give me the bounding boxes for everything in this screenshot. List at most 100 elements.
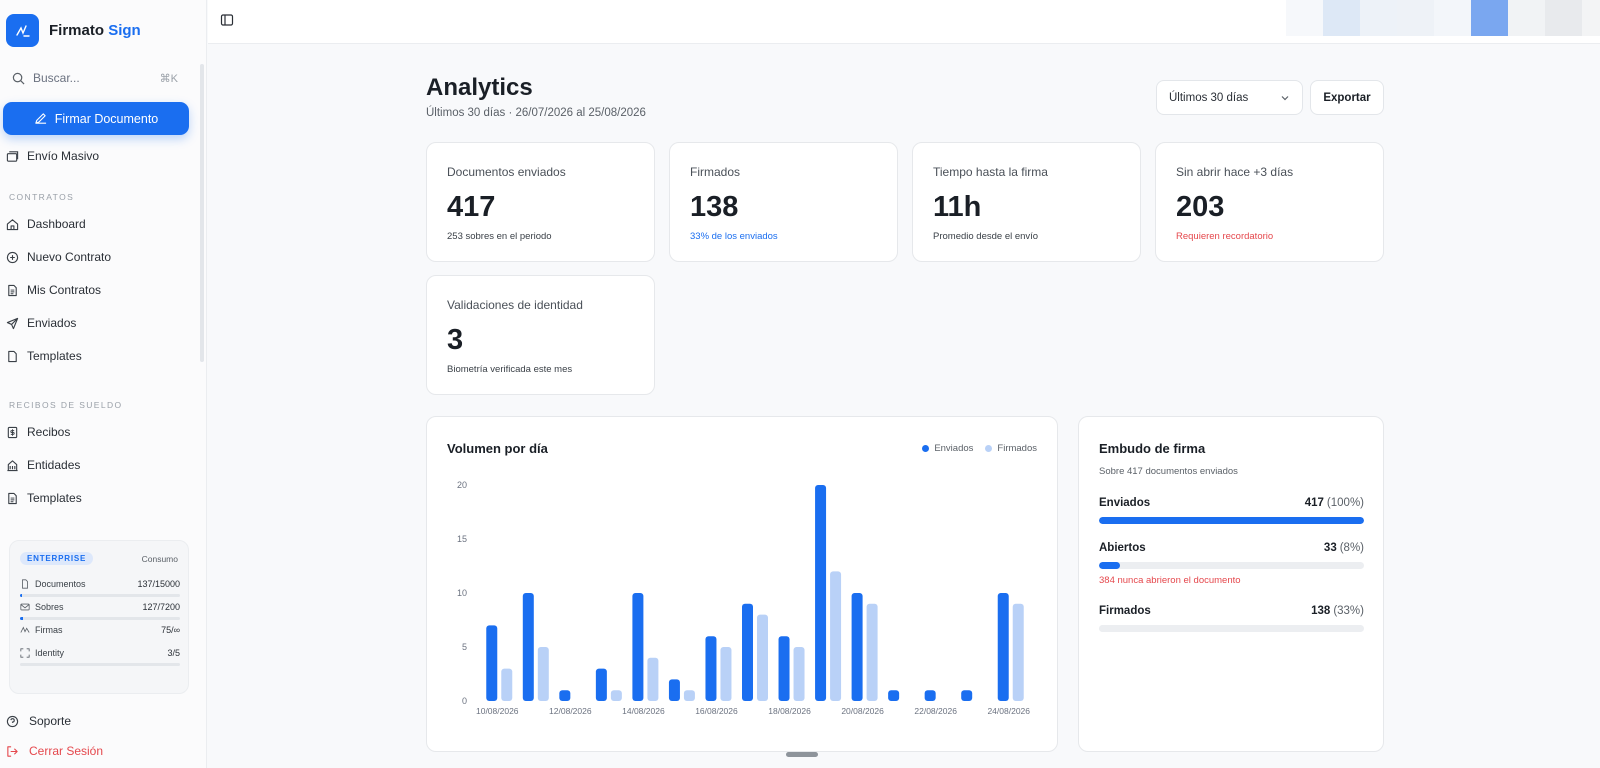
x-tick-label: 24/08/2026 [987, 706, 1030, 716]
kpi-card-sent: Documentos enviados 417 253 sobres en el… [426, 142, 655, 262]
sidebar-toggle-button[interactable] [220, 13, 236, 29]
chevron-down-icon [1281, 95, 1289, 100]
mail-icon [20, 603, 30, 611]
topbar [208, 0, 1600, 44]
bar-firmados[interactable] [757, 614, 768, 701]
sidebar-scrollbar[interactable] [200, 64, 204, 362]
y-tick-label: 20 [457, 480, 467, 490]
nav-sent[interactable]: Enviados [6, 312, 76, 334]
bar-firmados[interactable] [866, 603, 878, 701]
bar-firmados[interactable] [1012, 603, 1024, 701]
sidebar: Firmato Sign Buscar... ⌘K Firmar Documen… [0, 0, 207, 768]
send-icon [6, 317, 19, 329]
sign-document-button[interactable]: Firmar Documento [3, 102, 189, 135]
funnel-warning: 384 nunca abrieron el documento [1099, 575, 1241, 586]
y-tick-label: 0 [462, 696, 467, 706]
bar-firmados[interactable] [610, 690, 622, 701]
bar-enviados[interactable] [924, 690, 936, 701]
volume-bar-chart: 0 5 10 15 20 10/08/2026 12/08/2026 14/08/2026 16… [457, 480, 1030, 716]
color-tile [1360, 0, 1397, 36]
plan-badge: ENTERPRISE [20, 552, 94, 565]
bar-enviados[interactable] [778, 636, 790, 701]
brand[interactable]: Firmato Sign [6, 14, 141, 47]
usage-bar [20, 617, 180, 620]
bar-enviados[interactable] [705, 636, 717, 701]
export-button[interactable]: Exportar [1310, 80, 1384, 115]
nav-new-contract[interactable]: Nuevo Contrato [6, 246, 111, 268]
nav-entities[interactable]: Entidades [6, 454, 80, 476]
x-tick-label: 10/08/2026 [476, 706, 519, 716]
bar-enviados[interactable] [595, 668, 607, 701]
color-tile [1434, 0, 1471, 36]
bar-enviados[interactable] [632, 593, 644, 701]
bar-enviados[interactable] [522, 593, 534, 701]
bar-enviados[interactable] [997, 593, 1009, 701]
search-input[interactable]: Buscar... ⌘K [4, 63, 186, 93]
bar-enviados[interactable] [486, 625, 498, 701]
bar-firmados[interactable] [537, 647, 549, 701]
home-icon [6, 218, 19, 230]
x-tick-label: 22/08/2026 [914, 706, 957, 716]
plan-usage-card: ENTERPRISE Consumo Documentos 137/15000 … [9, 540, 189, 694]
file-icon [8, 350, 17, 362]
signature-icon [20, 626, 30, 633]
kpi-card-signed: Firmados 138 33% de los enviados [669, 142, 898, 262]
bar-enviados[interactable] [888, 690, 900, 701]
nav-dashboard[interactable]: Dashboard [6, 213, 86, 235]
panel-left-icon [220, 14, 234, 26]
signature-logo-icon [6, 14, 39, 47]
file-text-icon [8, 284, 17, 296]
y-tick-label: 10 [457, 588, 467, 598]
bar-enviados[interactable] [815, 485, 827, 701]
color-tile [1508, 0, 1545, 36]
nav-templates-receipts[interactable]: Templates [6, 487, 82, 509]
bar-firmados[interactable] [683, 690, 695, 701]
date-range-select[interactable]: Últimos 30 días [1156, 80, 1303, 115]
bar-enviados[interactable] [742, 603, 753, 701]
search-icon [12, 72, 25, 84]
x-tick-label: 16/08/2026 [695, 706, 738, 716]
x-tick-label: 20/08/2026 [841, 706, 884, 716]
x-tick-label: 18/08/2026 [768, 706, 811, 716]
support-link[interactable]: Soporte [6, 711, 71, 731]
bar-enviados[interactable] [851, 593, 863, 701]
scan-face-icon [20, 648, 30, 658]
x-tick-label: 14/08/2026 [622, 706, 665, 716]
building-icon [7, 459, 18, 471]
bar-firmados[interactable] [793, 647, 805, 701]
search-shortcut: ⌘K [159, 72, 178, 85]
bar-enviados[interactable] [668, 679, 680, 701]
kpi-card-unopened: Sin abrir hace +3 días 203 Requieren rec… [1155, 142, 1384, 262]
color-tile [1286, 0, 1323, 36]
nav-templates-contracts[interactable]: Templates [6, 345, 82, 367]
bar-enviados[interactable] [559, 690, 571, 701]
scroll-drag-handle[interactable] [786, 752, 818, 757]
bar-firmados[interactable] [501, 668, 513, 701]
legend-item-sent[interactable]: Enviados [922, 443, 973, 454]
layers-icon [6, 150, 19, 162]
color-tile [1582, 0, 1600, 36]
funnel-title: Embudo de firma [1099, 441, 1206, 456]
usage-row-signatures: Firmas 75/∞ [20, 625, 180, 635]
color-tile [1323, 0, 1360, 36]
legend-item-signed[interactable]: Firmados [985, 443, 1037, 454]
bar-firmados[interactable] [830, 571, 842, 701]
nav-bulk-send[interactable]: Envío Masivo [6, 145, 99, 167]
nav-my-contracts[interactable]: Mis Contratos [6, 279, 101, 301]
bar-firmados[interactable] [720, 647, 732, 701]
usage-bar [20, 663, 180, 666]
bar-enviados[interactable] [961, 690, 973, 701]
bar-firmados[interactable] [647, 657, 659, 701]
signature-funnel-card: Embudo de firma Sobre 417 documentos env… [1078, 416, 1384, 752]
chart-legend: Enviados Firmados [922, 443, 1037, 454]
file-text-icon [8, 492, 17, 504]
usage-bar [20, 594, 180, 597]
x-tick-label: 12/08/2026 [549, 706, 592, 716]
volume-chart-card: Volumen por día Enviados Firmados 0 5 10 15… [426, 416, 1058, 752]
plus-circle-icon [6, 251, 19, 263]
color-tiles [1286, 0, 1600, 36]
nav-receipts[interactable]: Recibos [6, 421, 70, 443]
logout-link[interactable]: Cerrar Sesión [6, 741, 103, 761]
search-placeholder: Buscar... [33, 71, 80, 85]
receipt-icon [7, 426, 18, 438]
